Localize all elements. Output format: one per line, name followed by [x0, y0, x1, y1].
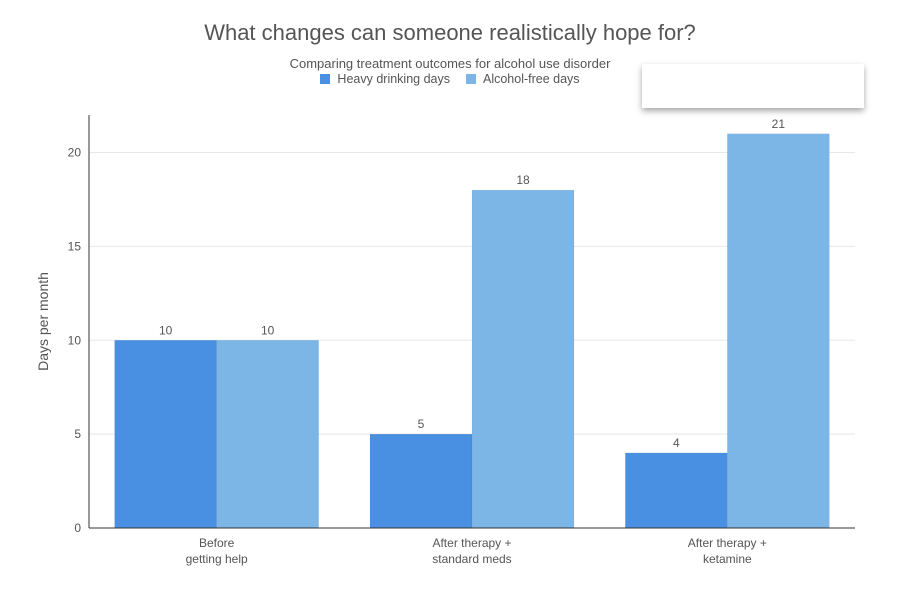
x-tick-label: After therapy + [432, 536, 511, 550]
bar-value-label: 10 [261, 323, 275, 337]
bar-heavy [114, 340, 217, 529]
y-tick-label: 0 [74, 521, 81, 535]
y-tick-label: 15 [68, 239, 82, 253]
bar-free [216, 340, 319, 529]
bar-value-label: 4 [673, 436, 680, 450]
chart-title: What changes can someone realistically h… [204, 20, 696, 45]
bar-value-label: 18 [516, 173, 530, 187]
bar-value-label: 21 [772, 117, 786, 131]
bar-value-label: 5 [418, 417, 425, 431]
y-tick-label: 20 [68, 146, 82, 160]
legend-swatch-free [465, 74, 476, 84]
x-tick-label: standard meds [432, 552, 511, 566]
x-tick-label: ketamine [703, 552, 752, 566]
x-tick-label: After therapy + [688, 536, 767, 550]
legend-label-heavy: Heavy drinking days [337, 72, 450, 86]
legend-swatch-heavy [320, 74, 331, 84]
y-tick-label: 5 [74, 427, 81, 441]
y-axis-title: Days per month [35, 272, 51, 371]
bar-free [471, 189, 575, 529]
bar-value-label: 10 [159, 323, 173, 337]
x-tick-label: Before [199, 536, 235, 550]
y-tick-label: 10 [68, 333, 82, 347]
tooltip-popup [642, 64, 864, 108]
bar-free [727, 133, 830, 529]
legend-item-heavy[interactable]: Heavy drinking days [320, 72, 450, 86]
bar-heavy [369, 433, 473, 529]
legend: Heavy drinking days Alcohol-free days [0, 72, 900, 86]
bar-heavy [625, 452, 728, 529]
chart-subtitle: Comparing treatment outcomes for alcohol… [289, 56, 611, 71]
x-tick-label: getting help [186, 552, 248, 566]
legend-item-free[interactable]: Alcohol-free days [465, 72, 580, 86]
legend-label-free: Alcohol-free days [482, 72, 580, 86]
